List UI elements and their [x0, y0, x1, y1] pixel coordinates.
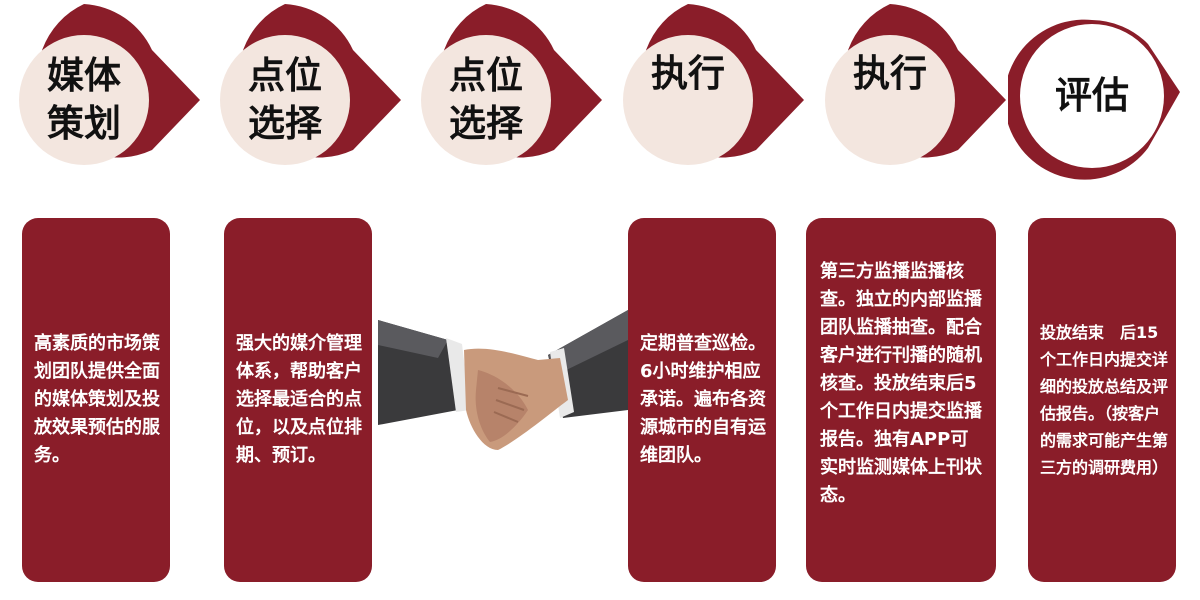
- step-label: 评估: [1055, 74, 1129, 117]
- step-label: 执行: [853, 52, 927, 95]
- card-text: 定期普查巡检。6小时维护相应承诺。遍布各资源城市的自有运维团队。: [640, 333, 766, 466]
- handshake-icon: [378, 310, 628, 450]
- card-evaluation: 投放结束 后15个工作日内提交详细的投放总结及评估报告。（按客户的需求可能产生第…: [1028, 218, 1176, 582]
- step-execution: 执行: [604, 0, 804, 200]
- step-circle-shape: [19, 4, 200, 165]
- step-circle-shape: [1008, 19, 1180, 180]
- step-circle-shape: [623, 4, 804, 165]
- step-label: 点位 选择: [449, 54, 523, 145]
- card-text: 第三方监播监播核查。独立的内部监播团队监播抽查。配合客户进行刊播的随机核查。投放…: [820, 261, 982, 506]
- card-text: 高素质的市场策划团队提供全面的媒体策划及投放效果预估的服务。: [34, 333, 160, 466]
- step-label: 点位 选择: [248, 54, 322, 145]
- step-circle-shape: [825, 4, 1006, 165]
- step-label: 执行: [651, 52, 725, 95]
- card-media-planning: 高素质的市场策划团队提供全面的媒体策划及投放效果预估的服务。: [22, 218, 170, 582]
- step-media-planning: 媒体 策划: [0, 0, 200, 200]
- card-maintenance: 定期普查巡检。6小时维护相应承诺。遍布各资源城市的自有运维团队。: [628, 218, 776, 582]
- step-label: 媒体 策划: [47, 54, 121, 145]
- step-circle-shape: [220, 4, 401, 165]
- step-evaluation: 评估: [1008, 0, 1200, 200]
- step-site-selection: 点位 选择: [201, 0, 401, 200]
- step-circle-shape: [421, 4, 602, 165]
- card-site-selection: 强大的媒介管理体系，帮助客户选择最适合的点位，以及点位排期、预订。: [224, 218, 372, 582]
- card-text: 投放结束 后15个工作日内提交详细的投放总结及评估报告。（按客户的需求可能产生第…: [1040, 323, 1169, 477]
- step-site-selection-2: 点位 选择: [402, 0, 602, 200]
- step-execution-2: 执行: [806, 0, 1006, 200]
- card-monitoring: 第三方监播监播核查。独立的内部监播团队监播抽查。配合客户进行刊播的随机核查。投放…: [806, 218, 996, 582]
- card-text: 强大的媒介管理体系，帮助客户选择最适合的点位，以及点位排期、预订。: [236, 333, 362, 466]
